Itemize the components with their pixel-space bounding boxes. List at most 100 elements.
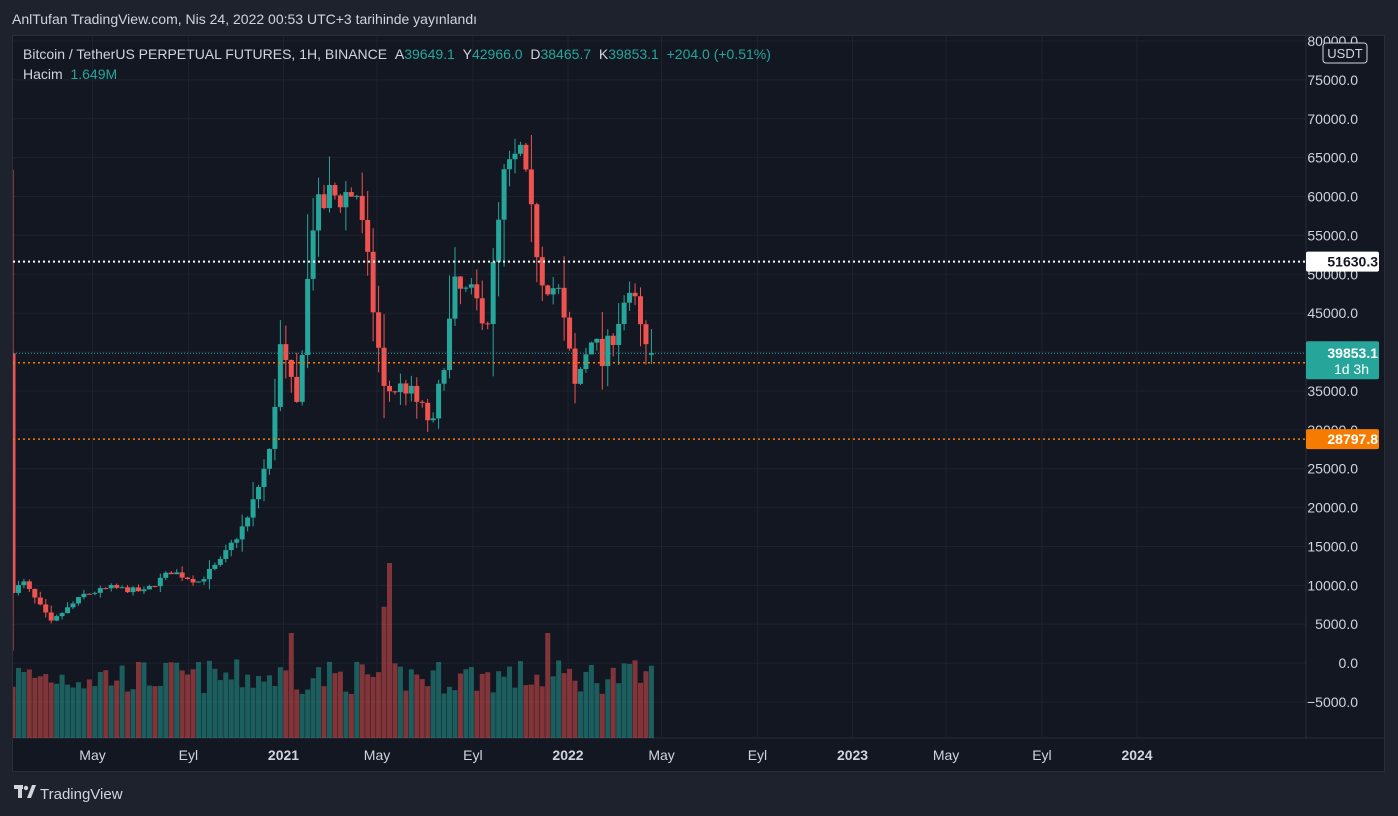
volume-bar — [146, 685, 152, 738]
candle-body — [479, 298, 485, 324]
volume-bar — [152, 686, 158, 738]
candle-body — [370, 251, 376, 313]
volume-bar — [452, 690, 458, 738]
candle-body — [485, 323, 491, 325]
candle-body — [616, 324, 622, 345]
price-tick-label: 5000.0 — [1315, 616, 1358, 632]
legend-high-label: Y — [462, 46, 472, 62]
time-tick-label: 2022 — [552, 747, 583, 763]
level-price-tag — [1306, 251, 1379, 272]
candle-body — [305, 278, 311, 355]
candle-body — [70, 603, 76, 608]
volume-bar — [261, 681, 267, 738]
volume-bar — [54, 683, 60, 738]
time-tick-label: 2021 — [268, 747, 299, 763]
candle-body — [594, 338, 600, 343]
volume-bar — [474, 690, 480, 738]
volume-bar — [365, 674, 371, 738]
volume-bar — [539, 686, 545, 738]
time-tick-label: May — [933, 747, 959, 763]
candle-body — [457, 276, 463, 289]
candle-body — [316, 194, 322, 231]
volume-bar — [550, 676, 556, 738]
volume-bar — [479, 673, 485, 738]
candle-body — [119, 587, 125, 589]
volume-bar — [201, 692, 207, 738]
legend-volume-label: Hacim — [23, 66, 63, 82]
volume-bar — [588, 664, 594, 738]
candle-body — [130, 587, 136, 593]
volume-bar — [561, 673, 567, 738]
volume-bar — [610, 667, 616, 738]
volume-bar — [567, 668, 573, 738]
candle-body — [430, 418, 436, 421]
volume-bar — [13, 686, 16, 738]
candle-body — [583, 354, 589, 370]
candle-body — [54, 616, 60, 621]
volume-bar — [632, 660, 638, 738]
volume-bar — [21, 671, 27, 738]
legend-volume: 1.649M — [70, 66, 118, 82]
price-tick-label: 0.0 — [1339, 655, 1359, 671]
volume-bar — [321, 686, 327, 738]
volume-bar — [447, 686, 453, 738]
legend-close-label: K — [598, 46, 609, 62]
candle-body — [250, 499, 256, 518]
candle-body — [534, 204, 540, 258]
candle-body — [425, 402, 431, 421]
candle-body — [135, 587, 141, 592]
volume-bar — [310, 678, 316, 738]
candle-body — [37, 597, 43, 605]
price-tick-label: 25000.0 — [1307, 461, 1358, 477]
volume-bar — [48, 682, 54, 738]
candle-body — [223, 550, 229, 559]
price-tick-label: 45000.0 — [1307, 305, 1358, 321]
candle-body — [212, 564, 218, 569]
volume-bar — [119, 665, 125, 738]
volume-bar — [179, 670, 185, 738]
volume-bar — [463, 669, 469, 738]
legend-change: +204.0 (+0.51%) — [666, 46, 771, 62]
volume-bar — [239, 687, 245, 738]
candle-body — [201, 579, 207, 582]
tradingview-brand[interactable]: TradingView — [14, 785, 123, 804]
candle-body — [321, 194, 327, 209]
volume-bar — [507, 666, 513, 738]
candle-body — [103, 588, 109, 590]
candle-body — [228, 542, 234, 551]
currency-label: USDT — [1327, 46, 1362, 61]
candle-body — [234, 539, 240, 543]
candle-body — [288, 359, 294, 377]
volume-bar — [108, 685, 114, 738]
price-tick-label: −5000.0 — [1307, 694, 1358, 710]
volume-bar — [26, 669, 32, 738]
candlestick-chart[interactable]: 80000.075000.070000.065000.060000.055000… — [13, 36, 1385, 772]
candle-body — [283, 344, 289, 360]
candle-body — [436, 383, 442, 419]
volume-bar — [234, 659, 240, 738]
countdown-label: 1d 3h — [1334, 361, 1369, 377]
volume-bar — [441, 693, 447, 738]
candle-body — [326, 185, 332, 209]
volume-bar — [386, 563, 392, 738]
currency-tag — [1322, 42, 1368, 64]
candle-body — [348, 192, 354, 197]
time-tick-label: Eyl — [463, 747, 482, 763]
candle-body — [567, 317, 573, 349]
volume-bar — [103, 670, 109, 738]
candle-body — [81, 593, 87, 598]
volume-bar — [157, 685, 163, 738]
brand-name: TradingView — [40, 786, 123, 803]
candle-body — [572, 348, 578, 384]
price-tick-label: 15000.0 — [1307, 538, 1358, 554]
candle-body — [86, 593, 92, 595]
candle-body — [545, 285, 551, 295]
chart-area[interactable]: 80000.075000.070000.065000.060000.055000… — [12, 35, 1385, 772]
volume-bar — [141, 662, 147, 738]
candle-body — [206, 568, 212, 580]
volume-bar — [376, 672, 382, 738]
volume-bar — [288, 633, 294, 738]
legend-low: 38465.7 — [540, 46, 592, 62]
candle-body — [92, 592, 98, 594]
candle-body — [381, 347, 387, 386]
